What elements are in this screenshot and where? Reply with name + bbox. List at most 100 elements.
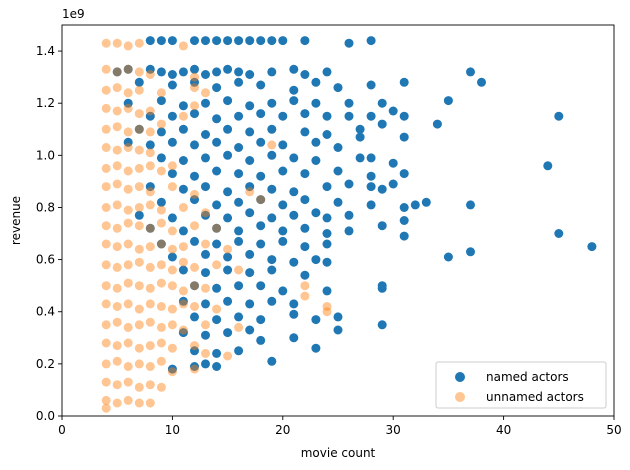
data-point — [289, 187, 299, 197]
data-point — [178, 67, 188, 77]
data-point — [278, 166, 288, 176]
data-point — [156, 218, 166, 228]
data-point — [145, 36, 155, 46]
data-point — [145, 182, 155, 192]
data-point — [234, 77, 244, 87]
data-point — [156, 88, 166, 98]
data-point — [322, 257, 332, 267]
data-point — [123, 184, 133, 194]
data-point — [212, 67, 222, 77]
data-point — [190, 364, 199, 374]
x-tick-label: 20 — [275, 423, 290, 437]
data-point — [156, 260, 166, 270]
x-tick-label: 40 — [496, 423, 511, 437]
data-point — [134, 145, 144, 155]
data-point — [190, 72, 199, 82]
data-point — [167, 213, 177, 223]
data-point — [167, 320, 177, 330]
data-point — [212, 200, 222, 210]
data-point — [311, 77, 321, 87]
legend: named actors unnamed actors — [435, 361, 607, 409]
data-point — [322, 302, 332, 311]
data-point — [134, 77, 144, 87]
data-point — [134, 124, 144, 134]
data-point — [167, 265, 177, 275]
data-point — [289, 333, 299, 343]
data-point — [134, 109, 144, 119]
data-point — [123, 137, 133, 147]
data-point — [322, 130, 332, 139]
data-point — [256, 80, 266, 90]
data-point — [289, 96, 299, 106]
data-point — [366, 36, 376, 46]
data-point — [123, 278, 133, 288]
data-point — [190, 195, 199, 205]
data-point — [234, 169, 244, 179]
data-point — [223, 351, 233, 361]
data-point — [167, 80, 177, 90]
data-point — [256, 195, 266, 205]
data-point — [322, 239, 332, 249]
data-point — [256, 335, 266, 345]
data-point — [178, 325, 188, 335]
data-point — [101, 377, 111, 387]
data-point — [466, 67, 475, 77]
data-point — [134, 38, 144, 48]
data-point — [300, 70, 310, 79]
data-point — [145, 161, 155, 171]
data-point — [554, 229, 564, 238]
data-point — [134, 203, 144, 212]
data-point — [212, 304, 222, 314]
y-offset-label: 1e9 — [62, 7, 85, 21]
data-point — [311, 315, 321, 325]
data-point — [234, 226, 244, 236]
data-point — [443, 96, 453, 106]
data-point — [366, 80, 376, 90]
data-point — [234, 36, 244, 46]
data-point — [201, 208, 210, 218]
data-point — [212, 362, 222, 371]
data-point — [245, 36, 255, 46]
data-point — [278, 236, 288, 246]
data-point — [344, 98, 354, 108]
y-axis: 0.0 0.2 0.4 0.6 0.8 1.0 1.2 1.4 — [36, 44, 62, 423]
data-point — [322, 111, 332, 121]
y-tick-label: 1.2 — [36, 96, 55, 110]
data-point — [190, 77, 199, 87]
data-point — [377, 320, 387, 330]
data-point — [201, 88, 210, 98]
data-point — [311, 137, 321, 147]
data-point — [145, 200, 155, 210]
data-point — [178, 156, 188, 165]
data-point — [112, 38, 122, 48]
data-point — [289, 64, 299, 74]
data-point — [554, 111, 564, 121]
data-point — [123, 362, 133, 371]
data-point — [322, 67, 332, 77]
data-point — [289, 210, 299, 220]
data-point — [134, 244, 144, 254]
data-point — [289, 309, 299, 319]
data-point — [178, 296, 188, 306]
data-point — [178, 41, 188, 51]
data-point — [156, 356, 166, 366]
data-point — [256, 315, 266, 325]
data-point — [212, 315, 222, 325]
data-point — [134, 257, 144, 267]
data-point — [300, 195, 310, 205]
data-point — [123, 395, 133, 405]
data-point — [366, 171, 376, 181]
data-point — [201, 239, 210, 249]
data-point — [289, 85, 299, 95]
data-point — [156, 382, 166, 392]
data-point — [366, 153, 376, 163]
data-point — [333, 83, 343, 93]
data-point — [278, 200, 288, 210]
data-point — [300, 36, 310, 46]
data-point — [112, 242, 122, 252]
legend-marker-named-actors — [455, 372, 465, 382]
data-point — [234, 281, 244, 291]
data-point — [167, 161, 177, 171]
data-point — [223, 244, 233, 254]
data-point — [134, 182, 144, 192]
